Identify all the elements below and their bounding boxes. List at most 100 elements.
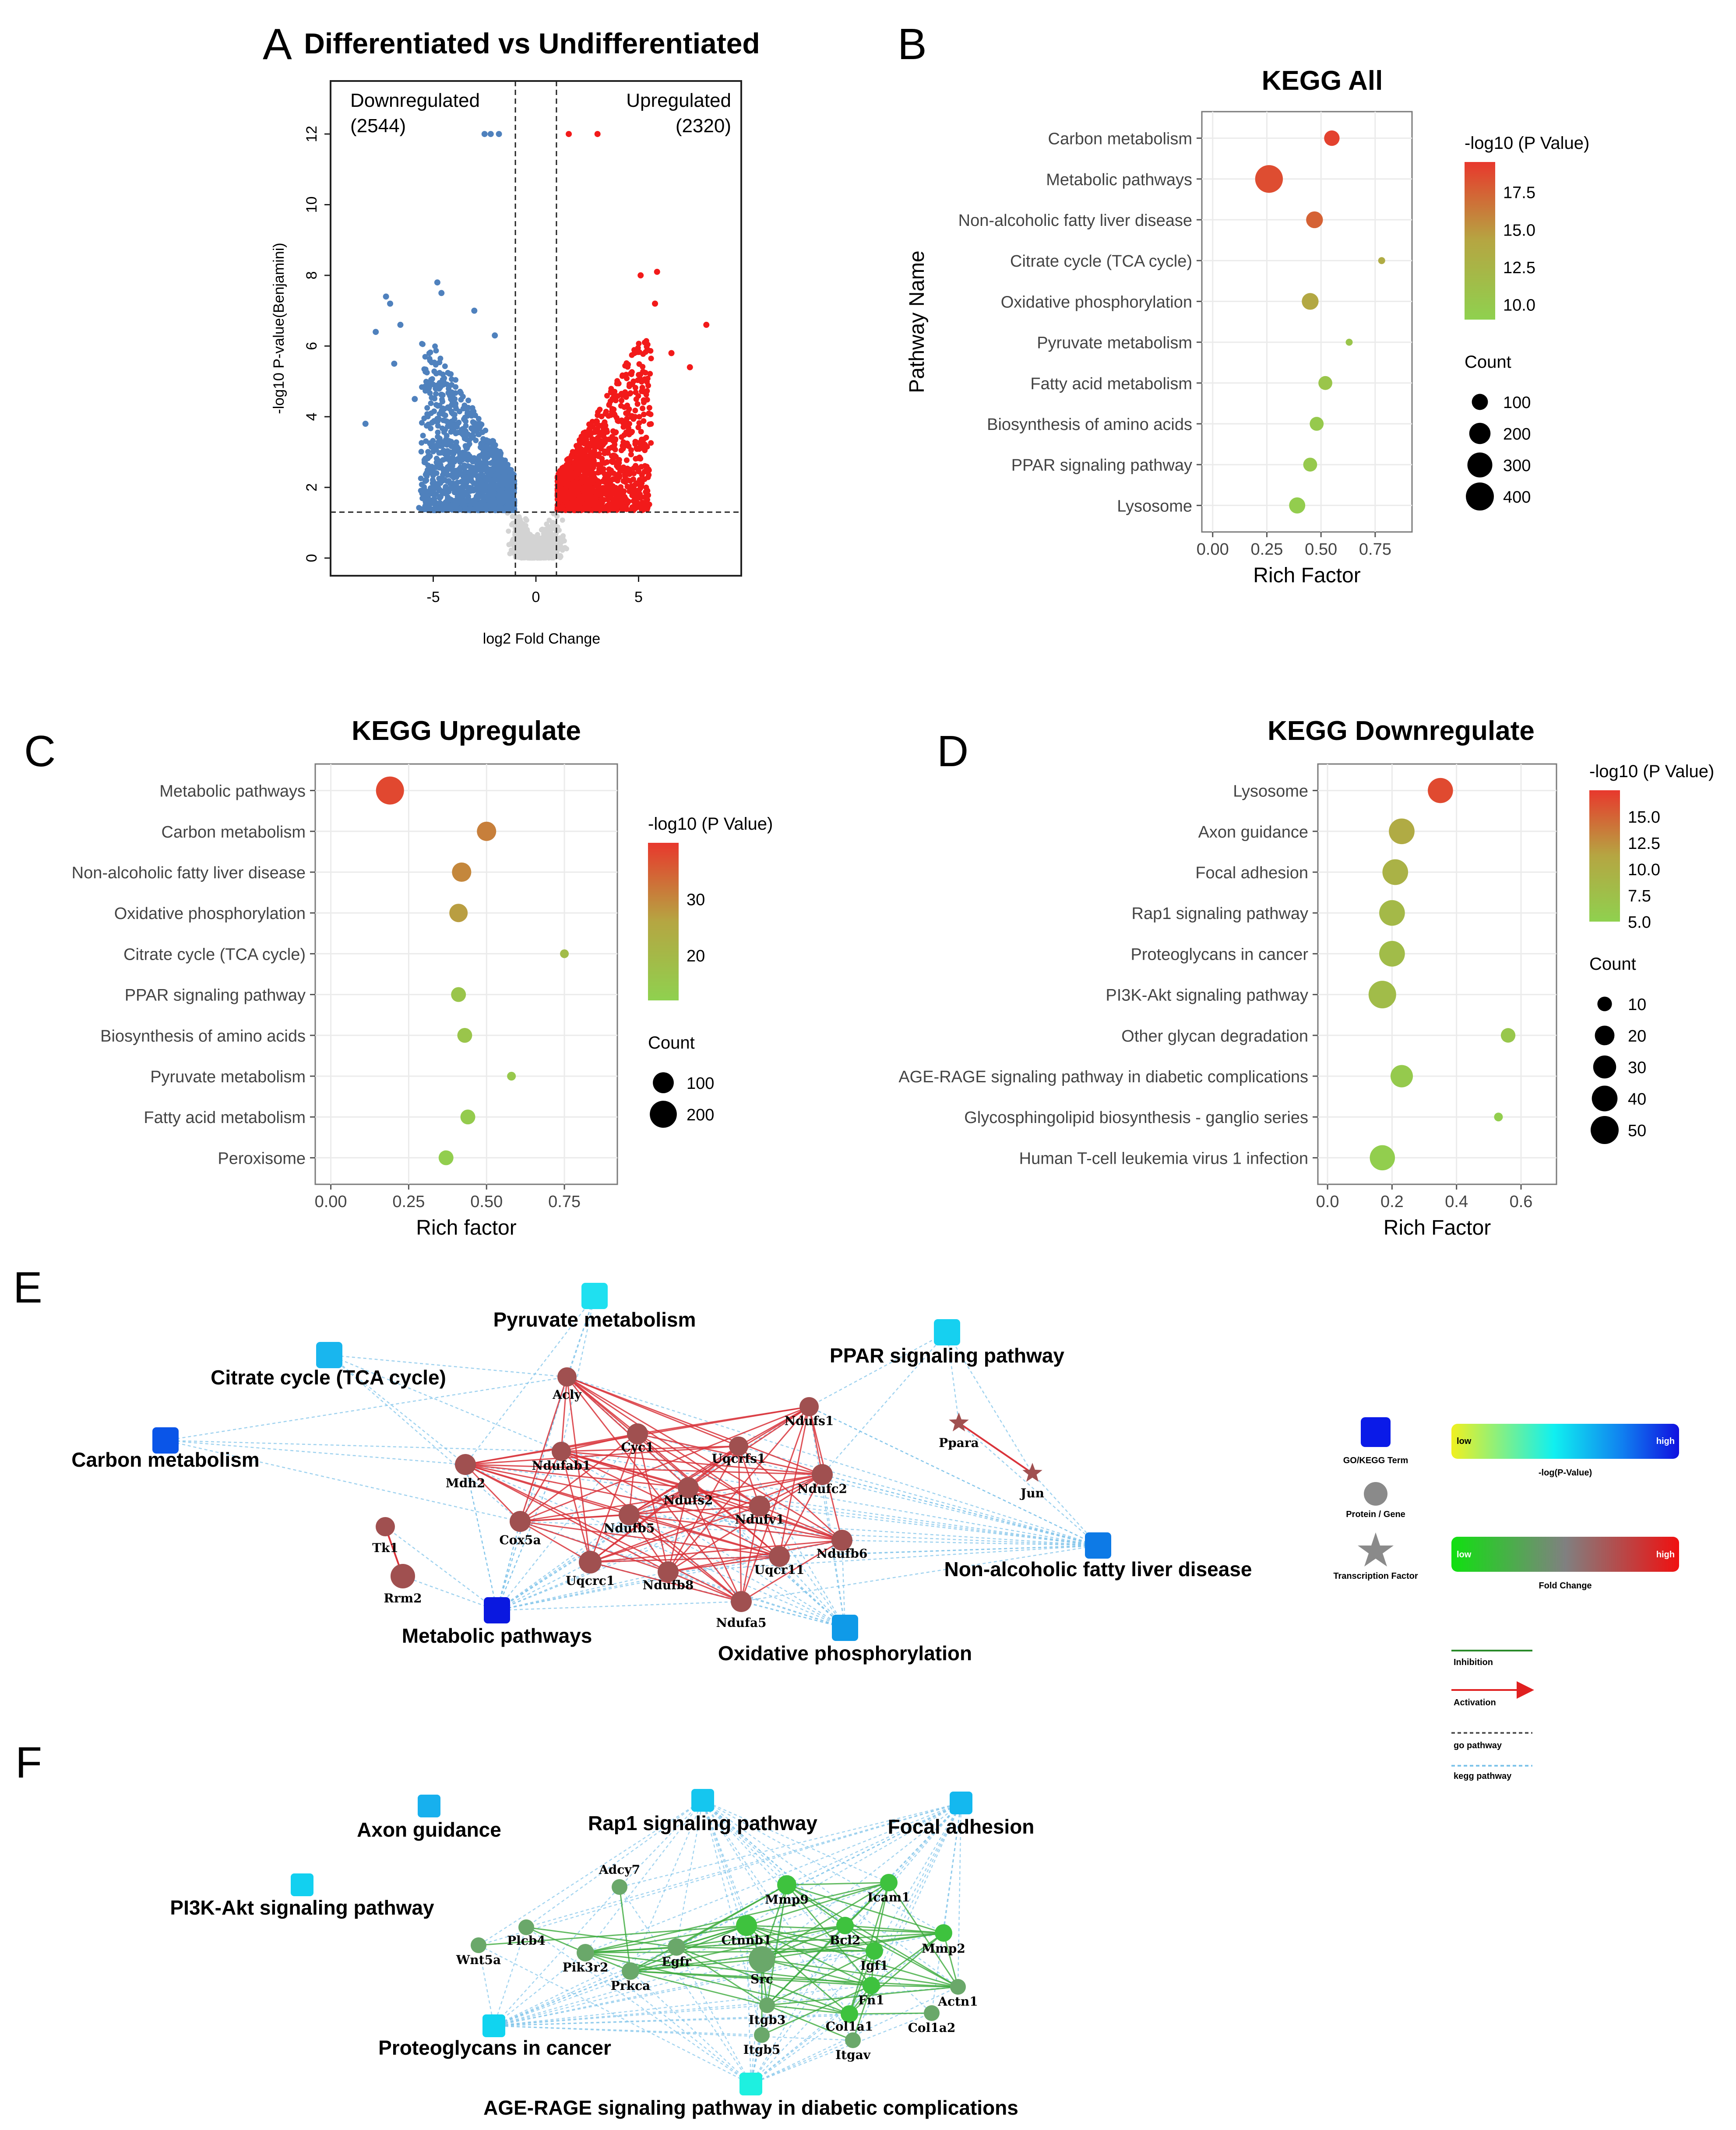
- up-point: [605, 496, 611, 503]
- up-point: [687, 364, 693, 370]
- dotplot-pathway-label: Non-alcoholic fatty liver disease: [72, 864, 306, 882]
- size-legend-dot: [1593, 1055, 1616, 1079]
- dotplot-x-tick-label: 0.6: [1510, 1193, 1533, 1211]
- down-point: [435, 430, 441, 436]
- down-point: [427, 390, 433, 396]
- gene-label: Ppara: [939, 1436, 979, 1450]
- ns-point: [554, 514, 560, 519]
- ns-point: [532, 547, 537, 553]
- down-point: [439, 396, 445, 402]
- down-point: [501, 472, 507, 478]
- down-point: [452, 396, 458, 402]
- ns-point: [542, 552, 548, 558]
- dotplot-point: [1255, 165, 1283, 193]
- down-point: [480, 507, 486, 513]
- down-point: [506, 467, 512, 473]
- up-point: [592, 440, 599, 447]
- gene-node: [622, 1962, 639, 1980]
- dotplot-x-tick-label: 0.25: [1250, 540, 1283, 559]
- down-point: [448, 376, 454, 382]
- ns-point: [560, 517, 565, 523]
- down-point: [445, 422, 451, 429]
- up-point: [644, 342, 651, 348]
- ns-point: [511, 551, 517, 556]
- down-point: [419, 440, 425, 446]
- ns-point: [563, 546, 569, 552]
- up-point: [620, 490, 626, 496]
- down-point: [418, 488, 424, 494]
- term-node: [484, 1597, 510, 1623]
- up-point: [654, 268, 660, 275]
- gene-node: [863, 1977, 880, 1994]
- up-point: [585, 447, 592, 453]
- up-point: [608, 386, 614, 392]
- term-node: [832, 1615, 858, 1641]
- down-point: [416, 505, 422, 511]
- gene-label: Uqcrfs1: [711, 1451, 765, 1466]
- up-point: [641, 411, 647, 417]
- gene-label: Icam1: [867, 1890, 910, 1905]
- dotplot-point: [376, 776, 404, 805]
- up-point: [646, 472, 652, 478]
- down-point: [433, 370, 439, 377]
- legend-pvalue-low: low: [1457, 1436, 1472, 1446]
- down-point: [493, 449, 499, 455]
- down-point: [419, 384, 425, 390]
- down-point: [489, 480, 495, 486]
- dotplot-pathway-label: Fatty acid metabolism: [1030, 375, 1192, 393]
- size-legend-value: 400: [1503, 488, 1531, 507]
- up-point: [625, 484, 631, 490]
- dotplot-point: [1345, 338, 1353, 346]
- gene-label: Actn1: [937, 1994, 978, 2009]
- down-point: [471, 307, 478, 314]
- kegg-edge: [822, 1474, 1099, 1546]
- up-point: [638, 483, 644, 489]
- down-point: [454, 422, 460, 429]
- down-point: [454, 507, 460, 513]
- down-point: [373, 329, 379, 335]
- size-legend-dot: [1597, 996, 1612, 1011]
- up-point: [640, 369, 646, 375]
- up-point: [634, 446, 640, 452]
- kegg-upregulate-panel: KEGG Upregulate 0.00 0.25 0.50 0.75 Metabolic…: [72, 716, 773, 1239]
- gene-label: Jun: [1019, 1486, 1044, 1500]
- dotplot-x-tick-label: 0.25: [392, 1193, 425, 1211]
- size-legend-dot: [1591, 1116, 1619, 1144]
- down-point: [421, 366, 427, 372]
- up-point: [703, 321, 710, 328]
- up-point: [636, 420, 642, 426]
- ns-point: [516, 529, 521, 535]
- size-legend-value: 30: [1628, 1059, 1646, 1077]
- down-point: [461, 416, 467, 422]
- down-point: [461, 450, 468, 456]
- down-point: [471, 408, 477, 415]
- panel-letter-a: A: [263, 20, 292, 69]
- down-point: [504, 506, 510, 512]
- down-point: [445, 456, 451, 462]
- term-label: PI3K-Akt signaling pathway: [170, 1896, 434, 1919]
- down-point: [451, 451, 457, 457]
- size-legend-dot: [1469, 422, 1491, 444]
- gene-node: [577, 1944, 594, 1961]
- down-point: [475, 431, 481, 437]
- down-point: [425, 453, 431, 459]
- down-point: [419, 420, 425, 426]
- up-point: [644, 506, 650, 512]
- color-legend-tick: 5.0: [1628, 913, 1651, 932]
- ns-point: [545, 535, 551, 541]
- dotplot-point: [451, 987, 466, 1002]
- down-point: [453, 442, 459, 448]
- kegg-edge: [809, 1406, 1099, 1546]
- down-point: [437, 487, 443, 493]
- term-node: [1085, 1532, 1111, 1559]
- down-point: [426, 356, 433, 362]
- dotplot-point: [507, 1072, 516, 1081]
- down-point: [427, 507, 433, 513]
- up-point: [567, 503, 573, 509]
- up-point: [612, 412, 618, 418]
- up-point: [578, 460, 584, 466]
- size-legend-value: 200: [1503, 425, 1531, 444]
- gene-label: Ndufa5: [716, 1616, 766, 1630]
- up-point: [568, 466, 574, 472]
- up-point: [604, 459, 610, 465]
